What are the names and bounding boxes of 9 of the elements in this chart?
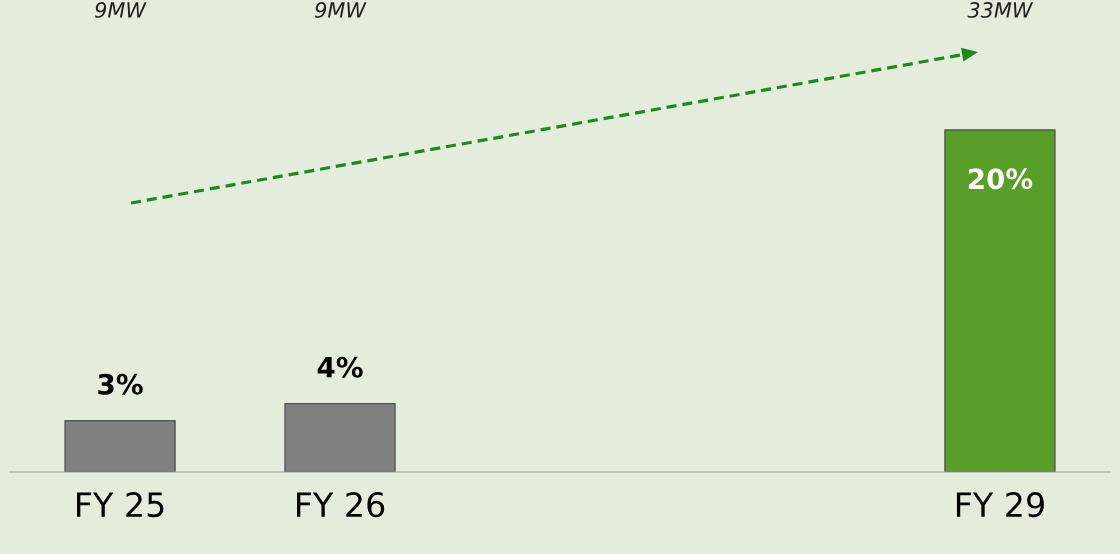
x-tick-label: FY 26 [297,492,385,518]
data-label: 20% [968,168,1033,190]
text: 9MW [95,2,147,18]
x-tick-label: FY 29 [956,492,1044,518]
x-tick-label: FY 25 [77,492,164,518]
data-label: 3% [98,373,143,395]
text: 9MW [315,2,367,18]
text: 33MW [967,2,1034,18]
data-label: 4% [317,356,363,378]
